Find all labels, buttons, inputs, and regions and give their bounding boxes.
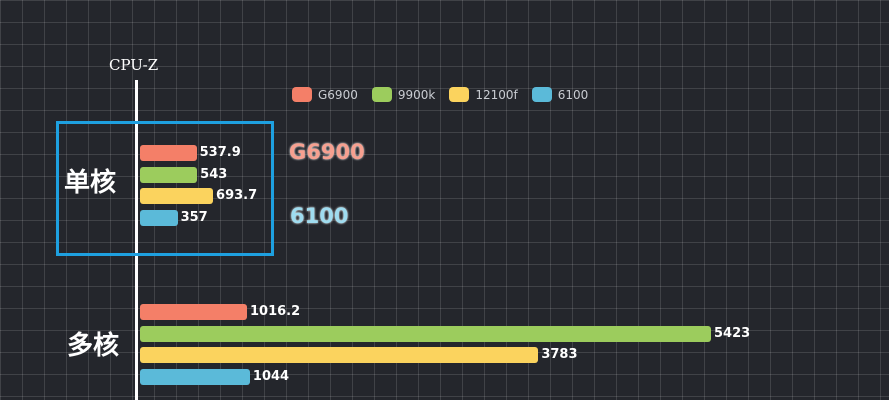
legend-item-9900k[interactable]: 9900k xyxy=(371,87,436,102)
legend-item-12100f[interactable]: 12100f xyxy=(449,87,518,102)
bar-value-label: 543 xyxy=(200,167,228,182)
legend-swatch xyxy=(531,87,552,102)
legend-item-g6900[interactable]: G6900 xyxy=(292,87,358,102)
annotation-g6900: G6900 xyxy=(289,140,365,164)
legend-label: G6900 xyxy=(318,87,358,102)
bar-g6900-multi-core xyxy=(140,304,247,320)
legend-label: 6100 xyxy=(557,87,589,102)
legend-item-6100[interactable]: 6100 xyxy=(531,87,589,102)
bar-12100f-single-core xyxy=(140,188,214,204)
bar-value-label: 3783 xyxy=(541,347,578,362)
bar-9900k-multi-core xyxy=(140,326,711,342)
legend-label: 9900k xyxy=(397,87,436,102)
single-core-highlight-box xyxy=(56,121,274,256)
bar-value-label: 357 xyxy=(180,210,208,225)
bar-9900k-single-core xyxy=(140,167,198,183)
bar-12100f-multi-core xyxy=(140,347,539,363)
legend-label: 12100f xyxy=(475,87,518,102)
legend-swatch xyxy=(292,87,312,102)
bar-g6900-single-core xyxy=(140,145,197,161)
bar-value-label: 1044 xyxy=(252,369,290,384)
bar-value-label: 1016.2 xyxy=(249,304,301,319)
axis-title: CPU-Z xyxy=(109,56,159,74)
annotation-6100: 6100 xyxy=(290,204,349,228)
category-label-single-core: 单核 xyxy=(64,168,117,198)
category-label-multi-core: 多核 xyxy=(67,331,120,361)
legend-swatch xyxy=(449,87,470,102)
bar-value-label: 537.9 xyxy=(199,145,241,160)
legend-swatch xyxy=(371,87,392,102)
bar-value-label: 693.7 xyxy=(216,188,258,203)
category-axis-line xyxy=(135,80,138,400)
bar-6100-multi-core xyxy=(140,369,250,385)
bar-value-label: 5423 xyxy=(714,326,751,341)
bar-6100-single-core xyxy=(140,210,178,226)
legend: G6900 9900k 12100f 6100 xyxy=(292,87,588,102)
